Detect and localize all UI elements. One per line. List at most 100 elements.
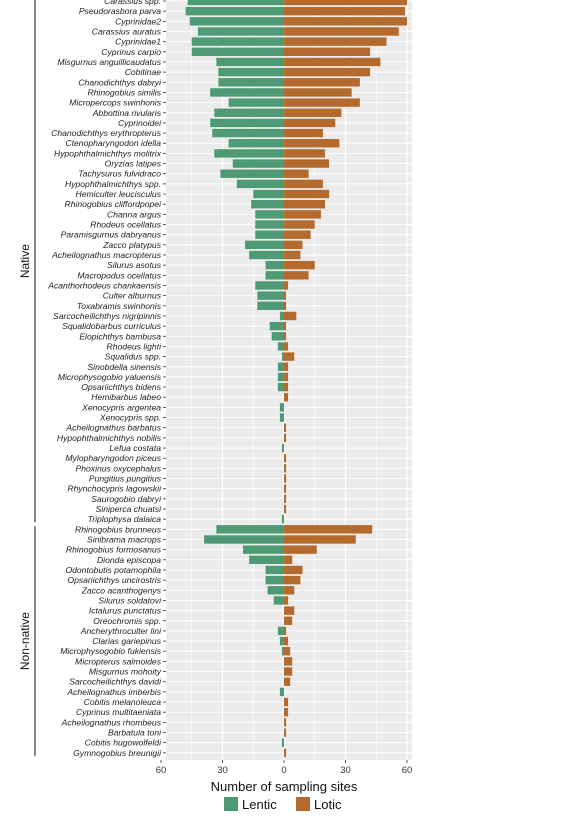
bar-lotic — [284, 230, 311, 239]
bar-lentic — [281, 647, 284, 656]
bar-lentic — [218, 78, 284, 87]
species-label: Cobitis hugowolfeldi — [85, 738, 163, 748]
bar-lotic — [284, 179, 323, 189]
bar-lotic — [284, 382, 289, 392]
bar-lotic — [284, 372, 289, 382]
species-label: Chanodichthys dabryi — [78, 77, 162, 87]
species-label: Rhynchocypris lagowskii — [67, 484, 162, 494]
bar-lotic — [284, 189, 330, 199]
x-tick-label: 60 — [402, 765, 413, 776]
species-label: Saurogobio dabryi — [91, 494, 162, 504]
bar-lotic — [284, 565, 303, 575]
bar-lentic — [232, 159, 284, 168]
bar-lentic — [255, 210, 284, 219]
bar-lentic — [281, 443, 284, 453]
bar-lotic — [284, 220, 315, 229]
species-label: Hypophthalmichthys molitrix — [54, 148, 162, 158]
bar-lotic — [284, 697, 289, 707]
bar-lentic — [279, 687, 284, 697]
species-label: Tachysurus fulvidraco — [78, 169, 161, 179]
species-label: Zacco platypus — [102, 240, 162, 250]
bar-lotic — [284, 37, 387, 46]
x-tick-label: 60 — [156, 765, 167, 776]
species-label: Gymnogobius breunigii — [73, 748, 162, 758]
bar-lotic — [284, 484, 287, 493]
bar-lotic — [284, 332, 287, 341]
bar-lentic — [218, 67, 284, 77]
species-label: Chanodichthys erythropterus — [51, 128, 162, 138]
bar-lotic — [284, 555, 293, 564]
species-label: Hemiculter leucisculus — [76, 189, 162, 199]
species-label: Clarias gariepinus — [92, 636, 161, 646]
bar-lotic — [284, 57, 381, 67]
species-label: Misgurnus anguillicaudatus — [57, 57, 161, 67]
bar-lotic — [284, 748, 287, 758]
bar-lentic — [265, 260, 284, 270]
species-label: Misgurnus mohoity — [89, 667, 162, 677]
bar-lentic — [189, 17, 284, 26]
species-label: Hypophthalmichthys spp. — [65, 179, 161, 189]
legend-label-lotic: Lotic — [314, 797, 342, 812]
species-label: Hypophthalmichthys nobilis — [57, 433, 162, 443]
bar-lotic — [284, 575, 301, 585]
bar-lentic — [279, 636, 284, 646]
species-labels: Carassius spp.Pseudorasbora parvaCyprini… — [47, 0, 166, 758]
bar-lentic — [279, 311, 284, 321]
species-label: Siniperca chuatsi — [96, 504, 163, 514]
bar-lentic — [253, 189, 284, 199]
species-label: Rhodeus ocellatus — [90, 220, 161, 230]
species-label: Cyprinidae1 — [115, 37, 161, 47]
bar-lentic — [249, 555, 284, 564]
bar-lentic — [255, 230, 284, 239]
bar-lotic — [284, 271, 309, 280]
species-label: Sinobdella sinensis — [87, 362, 161, 372]
bar-lentic — [191, 47, 284, 56]
species-label: Odontobutis potamophila — [65, 565, 161, 575]
species-label: Silurus asotus — [107, 260, 162, 270]
bar-lotic — [284, 718, 287, 727]
bar-lentic — [216, 525, 284, 534]
bar-lotic — [284, 352, 295, 361]
bar-lotic — [284, 139, 340, 148]
bar-lotic — [284, 250, 301, 260]
x-tick-label: 0 — [281, 765, 286, 776]
bar-lentic — [255, 220, 284, 229]
bar-lentic — [265, 565, 284, 575]
bar-lotic — [284, 596, 289, 605]
bar-lentic — [187, 0, 284, 6]
x-axis-ticks: 60 30 0 30 60 — [156, 760, 413, 776]
bar-lentic — [257, 291, 284, 300]
bar-lotic — [284, 494, 287, 504]
bar-lentic — [281, 352, 284, 361]
bar-lentic — [228, 98, 284, 107]
bar-lotic — [284, 464, 287, 473]
species-label: Paramisgurnus dabryanus — [61, 230, 162, 240]
species-label: Pungitius pungitius — [89, 474, 162, 484]
bar-lotic — [284, 0, 407, 6]
bar-lentic — [273, 596, 284, 605]
bar-lentic — [267, 586, 284, 595]
bar-lotic — [284, 200, 325, 209]
species-label: Oreochromis spp. — [93, 616, 161, 626]
bar-lotic — [284, 454, 287, 463]
bar-lotic — [284, 88, 352, 97]
bar-lotic — [284, 78, 360, 87]
bar-lotic — [284, 149, 325, 158]
species-label: Rhinogobius brunneus — [75, 524, 162, 534]
bar-lentic — [277, 626, 284, 636]
species-label: Abbottina rivularis — [92, 108, 162, 118]
bar-lotic — [284, 108, 342, 117]
bar-lentic — [255, 281, 284, 290]
species-label: Cyprinus multitaeniata — [76, 707, 161, 717]
bar-lentic — [279, 413, 284, 422]
bar-lotic — [284, 210, 321, 219]
bar-lentic — [214, 149, 284, 158]
species-label: Hemibarbus labeo — [91, 392, 161, 402]
bar-lentic — [216, 57, 284, 67]
bar-lotic — [284, 362, 289, 371]
x-tick-label: 30 — [340, 765, 351, 776]
species-label: Lefua costata — [109, 443, 161, 453]
species-label: Rhinogobius cliffordpopei — [64, 199, 162, 209]
bar-lotic — [284, 728, 287, 737]
bar-lotic — [284, 647, 291, 656]
